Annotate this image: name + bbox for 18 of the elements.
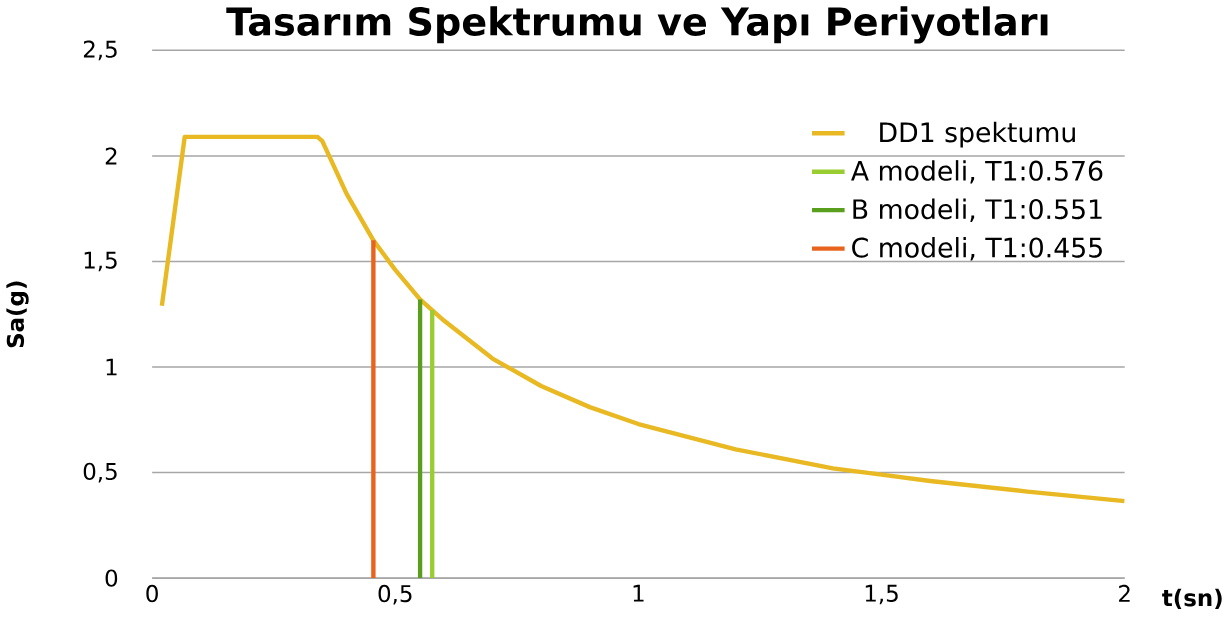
x-tick-label: 0,5 (378, 585, 412, 605)
y-tick-label: 0,5 (83, 462, 117, 483)
x-axis-title: t(sn) (1162, 588, 1222, 610)
y-tick-label: 1,5 (84, 251, 117, 272)
chart-title: Tasarım Spektrumu ve Yapı Periyotları (226, 6, 1048, 44)
legend-label: DD1 spektumu (880, 121, 1075, 148)
y-tick-label: 0 (105, 569, 118, 587)
x-tick-label: 0 (146, 585, 158, 603)
x-tick-label: 1,5 (865, 585, 898, 605)
y-tick-label: 2 (105, 147, 117, 165)
y-tick-label: 2,5 (83, 40, 117, 61)
legend-label: B modeli, T1:0.551 (853, 198, 1102, 223)
y-tick-label: 1 (106, 358, 117, 376)
x-tick-label: 2 (1119, 585, 1130, 603)
legend-label: C modeli, T1:0.455 (852, 237, 1102, 261)
legend-label: A modeli, T1:0.576 (851, 160, 1103, 184)
y-axis-title: Sa(g) (6, 281, 29, 348)
x-tick-label: 1 (633, 585, 644, 602)
